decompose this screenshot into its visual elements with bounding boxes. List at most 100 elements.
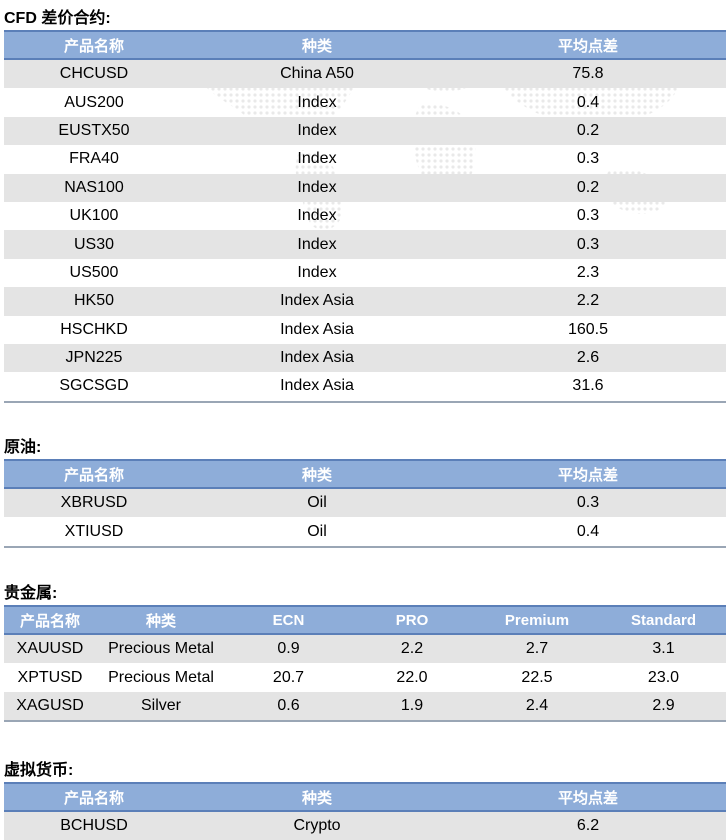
column-header: 产品名称: [4, 30, 184, 60]
table-cell: HSCHKD: [60, 320, 128, 338]
table-row: XBRUSD Oil 0.3: [4, 488, 726, 518]
table-row: XPTUSD Precious Metal 20.7 22.0 22.5 23.0: [4, 663, 726, 691]
table-row: NAS100 Index 0.2: [4, 173, 726, 202]
table-row: AUS200 Index 0.4: [4, 88, 726, 116]
table-cell: 2.4: [473, 691, 601, 723]
table-cell: Oil: [184, 488, 450, 518]
table-cell: 2.2: [450, 287, 726, 316]
table-cell: 160.5: [567, 320, 609, 338]
table-row: BCHUSD Crypto 6.2: [4, 811, 726, 840]
table-cell: 3.1: [601, 634, 726, 664]
table-cell: Index: [297, 263, 337, 281]
table-cell: 22.0: [396, 668, 428, 686]
table-cell: 20.7: [272, 668, 305, 686]
table-row: UK100 Index 0.3: [4, 202, 726, 230]
table-row: XTIUSD Oil 0.4: [4, 517, 726, 548]
cfd-table: 产品名称 种类 平均点差 CHCUSD China A50 75.8 AUS200 In…: [4, 30, 726, 403]
table-cell: Index: [184, 230, 450, 259]
table-cell: 2.7: [473, 634, 601, 664]
table-header-row: 产品名称 种类 平均点差: [4, 782, 726, 812]
table-cell: 0.6: [226, 691, 351, 723]
table-cell: CHCUSD: [4, 59, 184, 89]
table-cell: 0.4: [450, 517, 726, 548]
column-header: Standard: [601, 605, 726, 635]
table-row: XAGUSD Silver 0.6 1.9 2.4 2.9: [4, 691, 726, 723]
table-row: US30 Index 0.3: [4, 230, 726, 259]
column-header: 种类: [184, 782, 450, 812]
table-cell: 2.6: [450, 343, 726, 373]
table-cell: Precious Metal: [108, 668, 214, 686]
oil-table: 产品名称 种类 平均点差 XBRUSD Oil 0.3 XTIUSD Oil 0.4: [4, 459, 726, 548]
metals-table: 产品名称 种类 ECN PRO Premium Standard XAUUSD P…: [4, 605, 726, 723]
table-row: US500 Index 2.3: [4, 259, 726, 287]
cfd-table-body: CHCUSD China A50 75.8 AUS200 Index 0.4 EUSTX50…: [4, 59, 726, 403]
table-cell: NAS100: [4, 173, 184, 202]
table-cell: Index Asia: [184, 372, 450, 403]
oil-section-title: 原油:: [4, 439, 42, 456]
column-header: 产品名称: [4, 782, 184, 812]
table-row: HK50 Index Asia 2.2: [4, 287, 726, 316]
table-cell: Oil: [184, 517, 450, 548]
table-row: SGCSGD Index Asia 31.6: [4, 372, 726, 403]
table-cell: Index Asia: [184, 343, 450, 373]
table-cell: AUS200: [64, 93, 124, 111]
crypto-section-title: 虚拟货币:: [4, 762, 74, 779]
table-cell: Index: [297, 93, 337, 111]
table-cell: Index: [184, 173, 450, 202]
table-cell: 23.0: [647, 668, 680, 686]
table-cell: 1.9: [351, 691, 473, 723]
crypto-table-body: BCHUSD Crypto 6.2: [4, 811, 726, 840]
table-cell: JPN225: [4, 343, 184, 373]
column-header: 产品名称: [4, 605, 96, 635]
table-cell: 0.3: [450, 488, 726, 518]
column-header: ECN: [226, 605, 351, 635]
column-header: 产品名称: [4, 459, 184, 489]
table-cell: 0.3: [576, 207, 600, 225]
table-header-row: 产品名称 种类 ECN PRO Premium Standard: [4, 605, 726, 635]
cfd-section-title: CFD 差价合约:: [4, 10, 111, 27]
table-cell: 0.3: [576, 150, 600, 168]
table-row: EUSTX50 Index 0.2: [4, 116, 726, 146]
column-header: 平均点差: [450, 30, 726, 60]
table-cell: 2.2: [351, 634, 473, 664]
table-cell: FRA40: [69, 150, 119, 168]
table-cell: 6.2: [450, 811, 726, 840]
metals-table-body: XAUUSD Precious Metal 0.9 2.2 2.7 3.1 XPTUSD Pr…: [4, 634, 726, 723]
table-cell: XPTUSD: [17, 668, 83, 686]
table-cell: US30: [4, 230, 184, 259]
table-row: XAUUSD Precious Metal 0.9 2.2 2.7 3.1: [4, 634, 726, 664]
table-cell: 0.2: [450, 173, 726, 202]
table-cell: 0.2: [450, 116, 726, 146]
table-cell: XAGUSD: [4, 691, 96, 723]
table-cell: XTIUSD: [4, 517, 184, 548]
table-cell: Index: [297, 150, 337, 168]
table-cell: Silver: [96, 691, 226, 723]
table-cell: Index: [184, 116, 450, 146]
table-cell: Index: [297, 207, 337, 225]
column-header: Premium: [473, 605, 601, 635]
table-cell: EUSTX50: [4, 116, 184, 146]
column-header: 种类: [184, 459, 450, 489]
table-header-row: 产品名称 种类 平均点差: [4, 30, 726, 60]
table-cell: China A50: [184, 59, 450, 89]
table-cell: 2.9: [601, 691, 726, 723]
oil-table-body: XBRUSD Oil 0.3 XTIUSD Oil 0.4: [4, 488, 726, 548]
column-header: 种类: [184, 30, 450, 60]
table-cell: 22.5: [521, 668, 553, 686]
table-cell: Index Asia: [184, 287, 450, 316]
table-cell: 0.9: [226, 634, 351, 664]
table-cell: 0.3: [450, 230, 726, 259]
metals-section-title: 贵金属:: [4, 585, 58, 602]
table-row: FRA40 Index 0.3: [4, 145, 726, 173]
column-header: 平均点差: [450, 459, 726, 489]
table-cell: Crypto: [184, 811, 450, 840]
table-header-row: 产品名称 种类 平均点差: [4, 459, 726, 489]
table-cell: 2.3: [576, 263, 600, 281]
table-cell: Precious Metal: [96, 634, 226, 664]
table-cell: XBRUSD: [4, 488, 184, 518]
crypto-table: 产品名称 种类 平均点差 BCHUSD Crypto 6.2: [4, 782, 726, 840]
table-cell: SGCSGD: [4, 372, 184, 403]
column-header: 平均点差: [450, 782, 726, 812]
table-cell: 31.6: [450, 372, 726, 403]
table-cell: Index Asia: [280, 320, 354, 338]
